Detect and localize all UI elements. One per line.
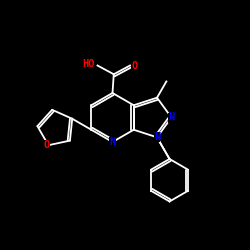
Text: O: O (43, 140, 50, 150)
Text: O: O (131, 60, 138, 70)
Text: N: N (110, 137, 116, 147)
Text: N: N (168, 112, 174, 122)
Text: N: N (154, 132, 160, 142)
Text: HO: HO (82, 59, 95, 69)
